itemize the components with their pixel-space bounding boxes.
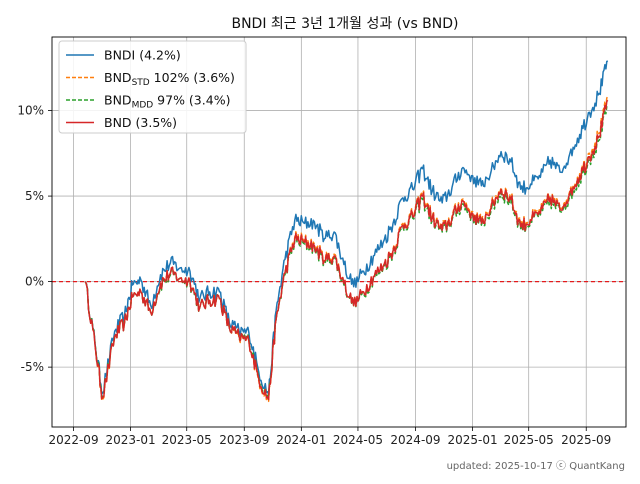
series-lines [84, 60, 609, 403]
legend-label-base: BNDI (4.2%) [104, 48, 181, 63]
x-tick-label: 2025-09 [561, 433, 611, 447]
legend-label-base: BND (3.5%) [104, 115, 177, 130]
footer-credit: updated: 2025-10-17 ⓒ QuantKang [447, 460, 625, 472]
legend-label: BND (3.5%) [104, 115, 177, 130]
legend-label: BNDMDD 97% (3.4%) [104, 93, 230, 111]
chart-title: BNDI 최근 3년 1개월 성과 (vs BND) [231, 16, 458, 32]
series-line-bndi [84, 60, 609, 396]
legend-label-base: BND [104, 93, 132, 108]
plot-frame [51, 36, 627, 428]
tick-labels: 2022-09 2023-01 2023-05 2023-09 2024-01 2024-… [17, 104, 611, 447]
x-tick-label: 2025-05 [504, 433, 554, 447]
legend-label: BNDI (4.2%) [104, 48, 181, 63]
y-tick-label: 5% [25, 189, 44, 203]
axes [48, 36, 627, 431]
legend-box [58, 40, 247, 134]
y-tick-label: 10% [17, 104, 44, 118]
x-tick-label: 2023-01 [106, 433, 156, 447]
legend: BNDI (4.2%)BNDSTD 102% (3.6%)BNDMDD 97% … [58, 40, 247, 134]
legend-label: BNDSTD 102% (3.6%) [104, 70, 235, 88]
legend-label-rest: 102% (3.6%) [150, 70, 235, 85]
y-tick-label: -5% [21, 360, 44, 374]
y-tick-label: 0% [25, 275, 44, 289]
x-tick-label: 2024-09 [390, 433, 440, 447]
x-tick-label: 2024-01 [276, 433, 326, 447]
legend-label-subscript: MDD [132, 101, 154, 111]
legend-label-subscript: STD [132, 78, 150, 88]
legend-label-rest: 97% (3.4%) [153, 93, 230, 108]
legend-label-base: BND [104, 70, 132, 85]
x-tick-label: 2024-05 [333, 433, 383, 447]
x-tick-label: 2022-09 [48, 433, 98, 447]
x-tick-label: 2023-05 [162, 433, 212, 447]
series-line-bnd [84, 99, 609, 401]
x-tick-label: 2025-01 [447, 433, 497, 447]
x-tick-label: 2023-09 [219, 433, 269, 447]
